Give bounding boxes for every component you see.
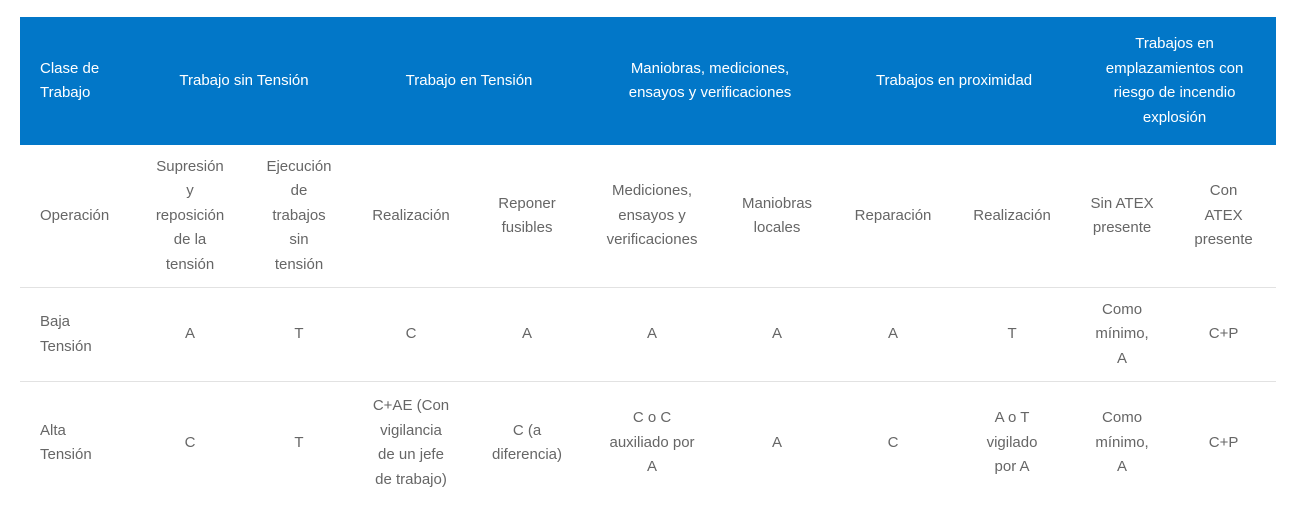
table-row: Baja Tensión A T C A A A A T Como mínimo… [20,288,1277,382]
subheader-cell: Realización [973,206,1051,224]
table-cell: C [184,433,196,451]
table-cell: C [405,325,417,343]
table-cell: A o T vigilado por A [986,409,1038,476]
header-clase: Clase de Trabajo [20,17,135,145]
table-cell: A [184,325,195,343]
subheader-cell: Supresión y reposición de la tensión [155,157,225,273]
subheader-cell: Reparación [854,206,932,224]
table-cell: C o C auxiliado por A [609,409,695,476]
header-group: Maniobras, mediciones, ensayos y verific… [585,17,836,145]
subheader-cell: Ejecución de trabajos sin tensión [266,157,332,273]
table-cell: A [772,433,783,451]
table-cell: T [1007,325,1017,343]
header-group: Trabajo en Tensión [353,17,586,145]
table-cell: Como mínimo, A [1095,409,1149,476]
work-class-table: Clase de Trabajo Trabajo sin Tensión Tra… [20,17,1277,505]
table-cell: A [772,325,783,343]
header-group: Trabajo sin Tensión [135,17,353,145]
table-cell: C (a diferencia) [491,421,563,464]
table-cell: C [887,433,899,451]
table-row: Alta Tensión C T C+AE (Con vigilancia de… [20,382,1276,505]
header-group: Trabajos en proximidad [835,17,1074,145]
subheader-cell: Mediciones, ensayos y verificaciones [606,182,698,249]
header-group: Trabajos en emplazamientos con riesgo de… [1073,17,1277,145]
row-label: Operación [40,206,110,224]
table-cell: T [294,433,304,451]
subheader-row: Operación Supresión y reposición de la t… [20,145,1277,288]
subheader-cell: Reponer fusibles [498,194,556,237]
table-cell: T [294,325,304,343]
subheader-cell: Realización [372,206,450,224]
subheader-cell: Sin ATEX presente [1090,194,1154,237]
row-label: Baja Tensión [40,313,92,355]
table-cell: A [647,325,658,343]
table-cell: A [888,325,899,343]
table-cell: C+P [1208,325,1239,343]
table-cell: C+P [1208,433,1239,451]
table-cell: Como mínimo, A [1095,300,1149,367]
row-label: Alta Tensión [40,421,92,464]
subheader-cell: Con ATEX presente [1194,182,1253,249]
table-cell: C+AE (Con vigilancia de un jefe de traba… [372,397,450,488]
table-cell: A [522,325,533,343]
header-row: Clase de Trabajo Trabajo sin Tensión Tra… [20,17,1277,145]
subheader-cell: Maniobras locales [742,194,813,237]
